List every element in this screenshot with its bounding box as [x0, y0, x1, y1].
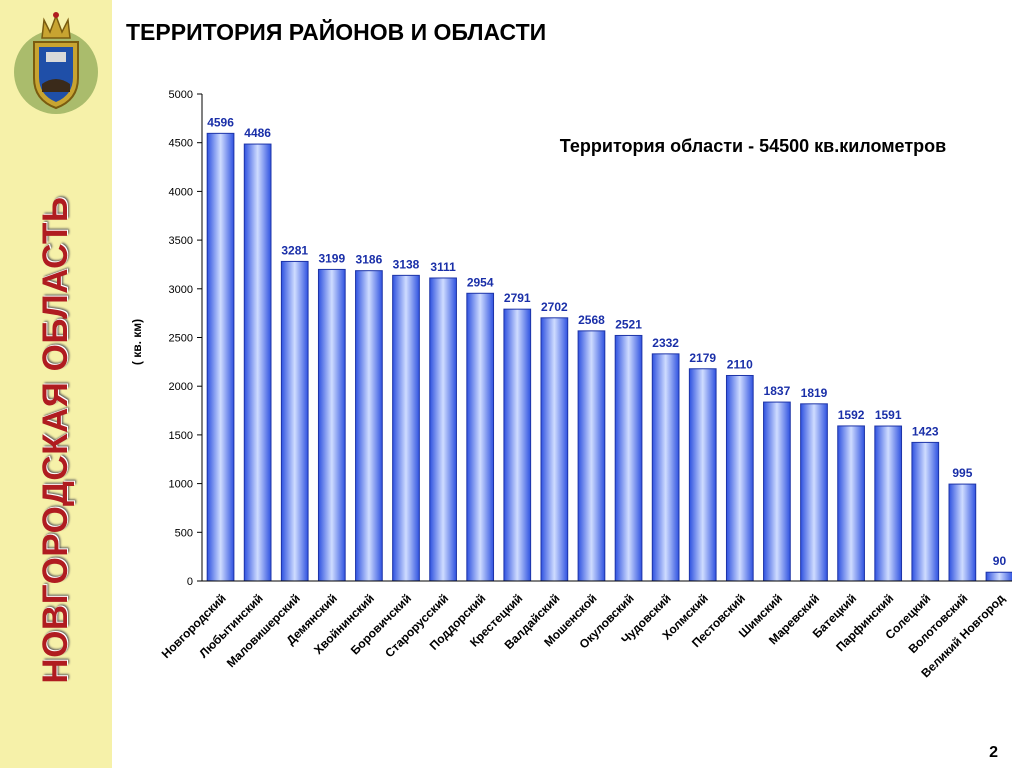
bar — [874, 425, 903, 582]
data-label: 3199 — [318, 251, 345, 265]
data-label: 4486 — [244, 126, 271, 140]
data-label: 2791 — [504, 291, 531, 305]
page-number: 2 — [989, 744, 998, 761]
x-tick-label: Любытинский — [196, 591, 265, 660]
bar — [948, 483, 977, 582]
bar — [392, 274, 420, 582]
bar — [466, 292, 495, 582]
data-label: 1423 — [912, 424, 939, 438]
data-label: 1591 — [875, 408, 902, 422]
data-label: 2110 — [727, 357, 753, 371]
bar — [800, 403, 828, 582]
bar — [763, 401, 791, 582]
bar — [911, 441, 940, 582]
bar — [688, 368, 717, 582]
bar — [503, 308, 532, 582]
bar — [651, 353, 680, 582]
data-label: 1592 — [838, 408, 865, 422]
data-label: 3138 — [393, 257, 420, 271]
data-label: 2702 — [541, 300, 568, 314]
data-label: 2521 — [615, 317, 642, 331]
x-tick-label: Новгородский — [159, 591, 229, 661]
data-label: 3281 — [281, 243, 308, 257]
data-label: 2568 — [578, 313, 605, 327]
bar — [725, 374, 754, 582]
y-tick-label: 3500 — [169, 235, 193, 247]
bar — [614, 334, 643, 582]
bar — [206, 132, 235, 582]
bar — [243, 143, 272, 582]
bar — [985, 571, 1012, 582]
y-tick-label: 1000 — [169, 479, 193, 491]
data-label: 1819 — [801, 386, 828, 400]
y-tick-label: 3000 — [169, 284, 193, 296]
y-tick-label: 4500 — [169, 138, 193, 150]
bar — [837, 425, 865, 582]
bar — [540, 317, 569, 582]
y-tick-label: 2500 — [169, 333, 193, 345]
side-title: НОВГОРОДСКАЯ ОБЛАСТЬ — [36, 196, 75, 684]
y-tick-label: 0 — [187, 576, 193, 588]
bar-chart: 0 500 1000 1500 2000 2500 3000 3500 4000 4500 5000… — [130, 89, 1012, 680]
data-label: 3111 — [430, 260, 456, 274]
chart-annotation: Территория области - 54500 кв.километров — [560, 136, 946, 156]
y-tick-label: 2000 — [169, 381, 193, 393]
bar — [577, 330, 606, 582]
data-label: 3186 — [356, 253, 383, 267]
data-label: 1837 — [764, 384, 791, 398]
page-title: ТЕРРИТОРИЯ РАЙОНОВ И ОБЛАСТИ — [126, 19, 547, 45]
data-label: 2332 — [652, 336, 679, 350]
data-label: 995 — [952, 466, 972, 480]
data-label: 2179 — [689, 351, 716, 365]
y-tick-label: 1500 — [169, 430, 193, 442]
y-axis-label: ( кв. км) — [130, 319, 144, 365]
bar — [429, 277, 457, 582]
data-label: 2954 — [467, 275, 494, 289]
y-tick-label: 4000 — [169, 186, 193, 198]
y-tick-label: 5000 — [169, 89, 193, 101]
data-label: 4596 — [207, 115, 234, 129]
sidebar-panel: НОВГОРОДСКАЯ ОБЛАСТЬ — [0, 0, 112, 768]
bar — [317, 268, 346, 582]
bar — [280, 260, 309, 582]
coat-of-arms-icon — [14, 12, 98, 114]
data-label: 90 — [993, 554, 1007, 568]
y-tick-label: 500 — [175, 527, 193, 539]
bar — [355, 270, 383, 582]
